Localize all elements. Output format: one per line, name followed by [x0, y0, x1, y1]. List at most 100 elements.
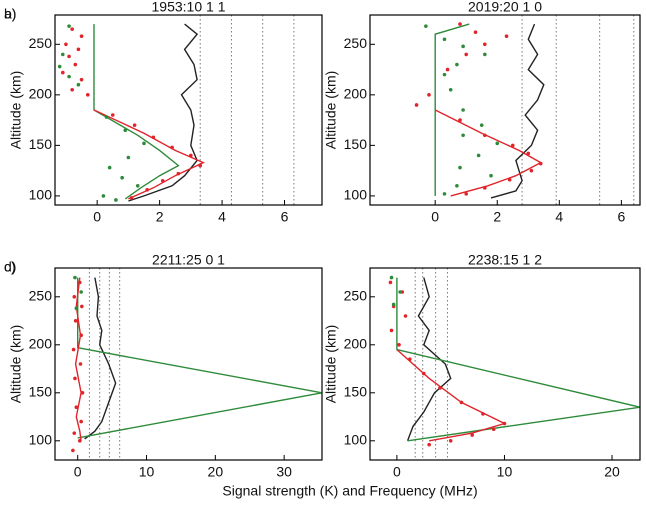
x-tick-label: 10: [139, 464, 155, 480]
y-tick-label: 100: [29, 187, 53, 203]
data-line: [74, 277, 82, 441]
data-point: [442, 192, 447, 196]
y-tick-label: 100: [29, 432, 53, 448]
panel-label: c): [4, 259, 16, 275]
data-point: [73, 275, 77, 280]
data-point: [73, 319, 78, 323]
panel-label: b): [4, 6, 16, 22]
data-point: [476, 153, 481, 158]
data-point: [448, 439, 453, 443]
data-point: [459, 400, 464, 405]
axes-frame: [54, 14, 323, 206]
data-point: [442, 72, 447, 77]
x-tick-label: 4: [218, 209, 226, 225]
data-point: [104, 115, 109, 119]
y-tick-label: 200: [29, 86, 53, 102]
y-tick-label: 150: [29, 136, 53, 152]
data-line: [406, 277, 452, 442]
data-line: [490, 23, 545, 199]
data-point: [71, 448, 75, 453]
data-point: [455, 183, 459, 188]
y-tick-label: 200: [29, 336, 53, 352]
data-point: [461, 44, 465, 49]
data-point: [151, 135, 156, 140]
data-point: [529, 168, 534, 173]
panel: c) 2211:25 0 1 Altitude (km) 0 10 20 30 100 150 2…: [4, 252, 323, 480]
plot-area: [71, 275, 322, 453]
data-point: [145, 188, 149, 192]
data-point: [495, 141, 500, 146]
data-point: [80, 304, 84, 309]
data-point: [504, 34, 509, 39]
data-point: [458, 165, 462, 170]
x-tick-label: 2: [156, 209, 164, 225]
data-point: [67, 74, 71, 79]
data-point: [61, 70, 65, 75]
y-axis-label: Altitude (km): [8, 71, 24, 150]
x-tick-label: 20: [208, 464, 224, 480]
data-point: [170, 145, 174, 150]
panel-label: d): [4, 259, 16, 275]
data-line: [128, 23, 199, 202]
data-point: [464, 192, 469, 196]
data-point: [176, 171, 181, 176]
data-point: [114, 198, 118, 202]
data-point: [77, 439, 82, 443]
x-tick-label: 2: [493, 209, 501, 225]
data-point: [76, 47, 81, 52]
data-line: [434, 23, 470, 196]
panel-label: a): [4, 6, 16, 22]
data-point: [442, 37, 447, 42]
plot-area: [57, 23, 206, 202]
x-tick-label: 0: [393, 464, 401, 480]
data-point: [391, 302, 396, 307]
y-tick-label: 250: [29, 288, 53, 304]
data-point: [77, 280, 82, 285]
y-tick-label: 200: [344, 336, 368, 352]
data-point: [79, 419, 83, 424]
panel: a) 1953:10 1 1 Altitude (km) 0 2 4 6 100 150 200 2…: [4, 0, 323, 225]
data-point: [491, 427, 496, 432]
y-tick-label: 150: [344, 384, 368, 400]
x-tick-label: 30: [276, 464, 292, 480]
x-tick-label: 0: [93, 209, 101, 225]
data-point: [120, 175, 124, 180]
data-point: [72, 431, 77, 435]
y-tick-label: 150: [29, 384, 53, 400]
data-point: [160, 178, 165, 183]
data-point: [526, 151, 531, 156]
panel-title: 2211:25 0 1: [152, 252, 225, 268]
data-point: [85, 93, 90, 97]
data-point: [502, 421, 507, 426]
data-line: [434, 109, 543, 197]
data-point: [67, 54, 71, 59]
data-point: [78, 362, 83, 366]
data-point: [79, 34, 84, 39]
data-point: [64, 42, 68, 47]
data-point: [473, 30, 478, 34]
data-point: [70, 27, 74, 31]
y-tick-label: 150: [344, 136, 368, 152]
data-point: [189, 153, 193, 158]
x-tick-label: 20: [604, 464, 620, 480]
panel-title: 1953:10 1 1: [152, 0, 226, 15]
data-point: [132, 123, 137, 127]
data-point: [79, 290, 83, 294]
panel-title: 2238:15 1 2: [468, 252, 542, 268]
data-point: [198, 163, 203, 168]
data-point: [461, 133, 465, 138]
data-point: [389, 275, 394, 280]
data-point: [507, 177, 512, 182]
data-point: [455, 62, 459, 67]
data-point: [427, 93, 431, 97]
data-point: [448, 87, 453, 92]
data-point: [70, 87, 74, 92]
data-point: [403, 314, 408, 318]
data-point: [470, 433, 474, 437]
x-tick-label: 10: [497, 464, 513, 480]
data-line: [84, 277, 117, 440]
data-point: [461, 108, 465, 112]
data-point: [73, 376, 77, 381]
data-point: [79, 77, 84, 82]
